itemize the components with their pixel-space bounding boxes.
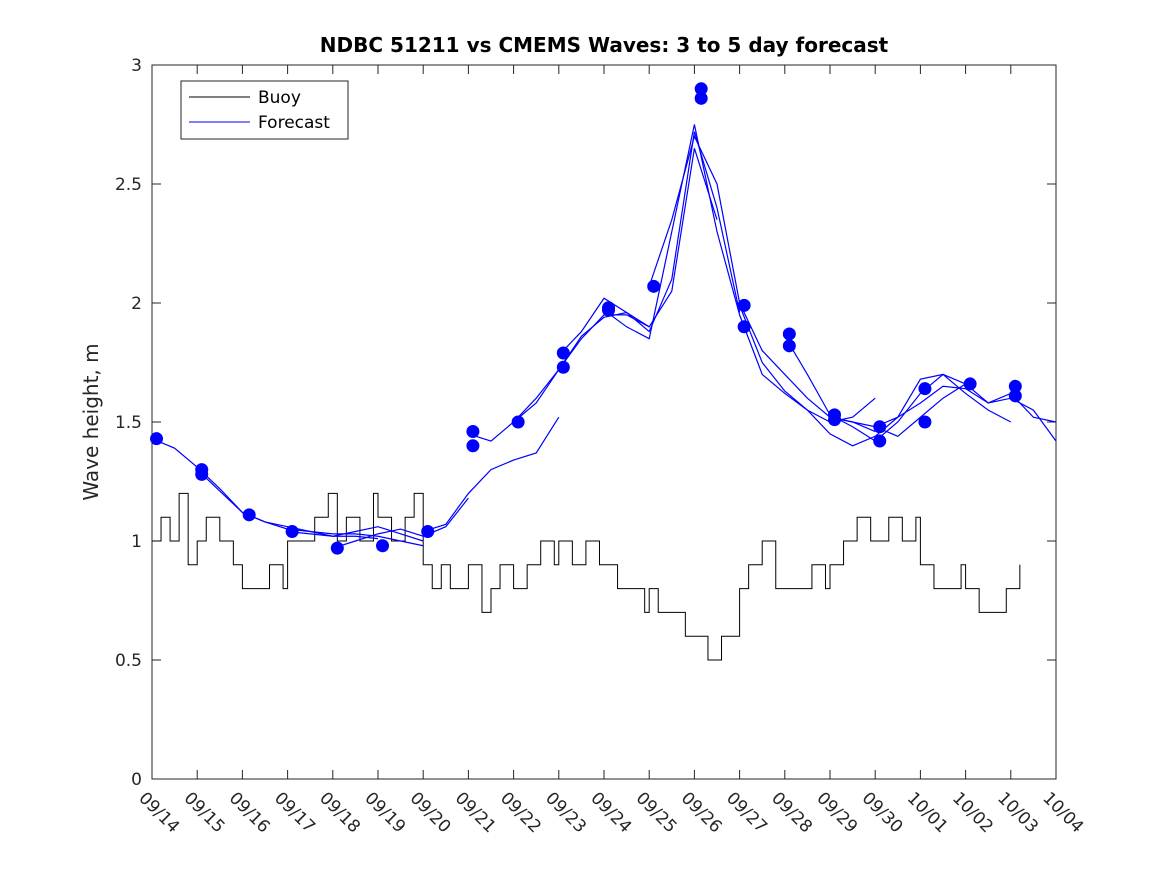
forecast-marker: [466, 439, 480, 453]
forecast-line: [739, 305, 966, 447]
y-tick-label: 0: [131, 770, 142, 790]
x-tick-label: 10/04: [1038, 788, 1087, 837]
forecast-marker: [1008, 389, 1022, 403]
x-tick-label: 09/23: [541, 788, 590, 837]
forecast-marker: [782, 339, 796, 353]
x-tick-label: 09/15: [180, 788, 229, 837]
forecast-marker: [285, 524, 299, 538]
forecast-line: [332, 497, 469, 549]
chart-title: NDBC 51211 vs CMEMS Waves: 3 to 5 day fo…: [320, 33, 889, 57]
legend-entry-forecast: Forecast: [258, 113, 330, 133]
forecast-marker: [873, 434, 887, 448]
forecast-marker: [556, 360, 570, 374]
forecast-marker: [918, 382, 932, 396]
forecast-marker: [918, 415, 932, 429]
x-tick-label: 09/17: [270, 788, 319, 837]
forecast-line: [513, 148, 718, 423]
forecast-marker: [782, 327, 796, 341]
forecast-marker: [376, 539, 390, 553]
y-tick-label: 1: [131, 532, 142, 552]
forecast-marker: [602, 303, 616, 317]
legend-box: [180, 80, 349, 140]
forecast-marker: [511, 415, 525, 429]
forecast-marker: [828, 413, 842, 427]
forecast-line: [558, 131, 741, 356]
y-tick-label: 3: [131, 56, 142, 76]
forecast-marker: [737, 298, 751, 312]
x-tick-label: 09/22: [496, 788, 545, 837]
forecast-marker: [150, 432, 164, 446]
y-tick-label: 0.5: [115, 651, 142, 671]
x-tick-label: 09/26: [677, 788, 726, 837]
x-tick-label: 10/03: [993, 788, 1042, 837]
forecast-markers: [150, 82, 1022, 555]
forecast-marker: [195, 467, 209, 481]
forecast-line: [287, 526, 424, 542]
x-tick-label: 09/30: [858, 788, 907, 837]
forecast-marker: [1008, 379, 1022, 393]
y-axis: 0 0.5 1 1.5 2 2.5 3: [115, 56, 1056, 790]
forecast-marker: [466, 425, 480, 439]
y-axis-label: Wave height, m: [79, 343, 103, 500]
forecast-marker: [330, 541, 344, 555]
forecast-marker: [963, 377, 977, 391]
legend-entry-buoy: Buoy: [258, 88, 301, 108]
forecast-marker: [556, 346, 570, 360]
buoy-series: [152, 492, 1021, 661]
x-tick-label: 09/28: [767, 788, 816, 837]
x-tick-label: 09/25: [632, 788, 681, 837]
buoy-line: [152, 492, 1021, 661]
x-tick-label: 09/14: [134, 788, 183, 837]
x-tick-label: 09/27: [722, 788, 771, 837]
y-tick-label: 2: [131, 294, 142, 314]
forecast-marker: [242, 508, 256, 522]
forecast-line: [196, 469, 379, 540]
x-tick-label: 10/02: [948, 788, 997, 837]
x-tick-label: 09/18: [315, 788, 364, 837]
forecast-marker: [873, 420, 887, 434]
forecast-marker: [647, 279, 661, 293]
forecast-marker: [421, 524, 435, 538]
forecast-line: [423, 416, 560, 533]
forecast-line: [784, 336, 1012, 442]
forecast-marker: [694, 82, 708, 96]
x-tick-label: 09/24: [586, 788, 635, 837]
forecast-marker: [694, 91, 708, 105]
forecast-marker: [737, 320, 751, 334]
plot-area: [151, 64, 1057, 780]
y-tick-label: 1.5: [115, 413, 142, 433]
x-tick-label: 09/21: [451, 788, 500, 837]
forecast-line: [242, 511, 424, 547]
x-tick-label: 09/19: [360, 788, 409, 837]
x-tick-label: 09/20: [406, 788, 455, 837]
legend: Buoy Forecast: [180, 80, 349, 140]
x-tick-label: 10/01: [903, 788, 952, 837]
x-tick-label: 09/16: [225, 788, 274, 837]
y-tick-label: 2.5: [115, 175, 142, 195]
x-tick-label: 09/29: [812, 788, 861, 837]
